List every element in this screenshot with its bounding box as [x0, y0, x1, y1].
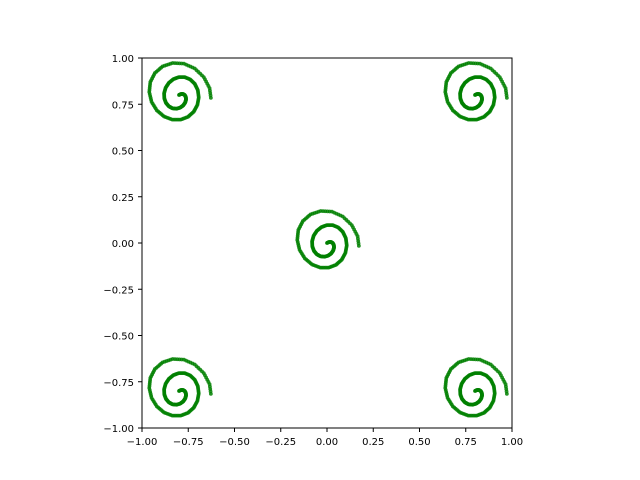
y-tick-label: 1.00	[112, 54, 134, 65]
y-tick-label: −0.50	[103, 332, 134, 343]
y-axis: −1.00 −0.75 −0.50 −0.25 0.00 0.25 0.50 0…	[103, 54, 142, 435]
scatter-point	[356, 243, 361, 248]
y-tick-label: 0.25	[112, 193, 134, 204]
x-tick-label: 1.00	[501, 437, 523, 448]
x-tick-label: 0.75	[455, 437, 477, 448]
x-tick-label: 0.50	[408, 437, 430, 448]
x-tick-label: −0.75	[173, 437, 204, 448]
scatter-point	[504, 391, 509, 396]
y-tick-label: 0.00	[112, 239, 134, 250]
y-tick-label: 0.50	[112, 147, 134, 158]
y-tick-label: 0.75	[112, 100, 134, 111]
y-tick-label: −0.75	[103, 378, 134, 389]
scatter-point	[208, 95, 213, 100]
x-tick-label: −1.00	[127, 437, 158, 448]
scatter-point	[504, 95, 509, 100]
y-tick-label: −1.00	[103, 424, 134, 435]
x-tick-label: 0.00	[316, 437, 338, 448]
y-tick-label: −0.25	[103, 285, 134, 296]
x-axis: −1.00 −0.75 −0.50 −0.25 0.00 0.25 0.50 0…	[127, 428, 523, 448]
scatter-points	[147, 61, 509, 418]
x-tick-label: −0.25	[265, 437, 296, 448]
x-tick-label: −0.50	[219, 437, 250, 448]
x-tick-label: 0.25	[362, 437, 384, 448]
scatter-point	[208, 391, 213, 396]
